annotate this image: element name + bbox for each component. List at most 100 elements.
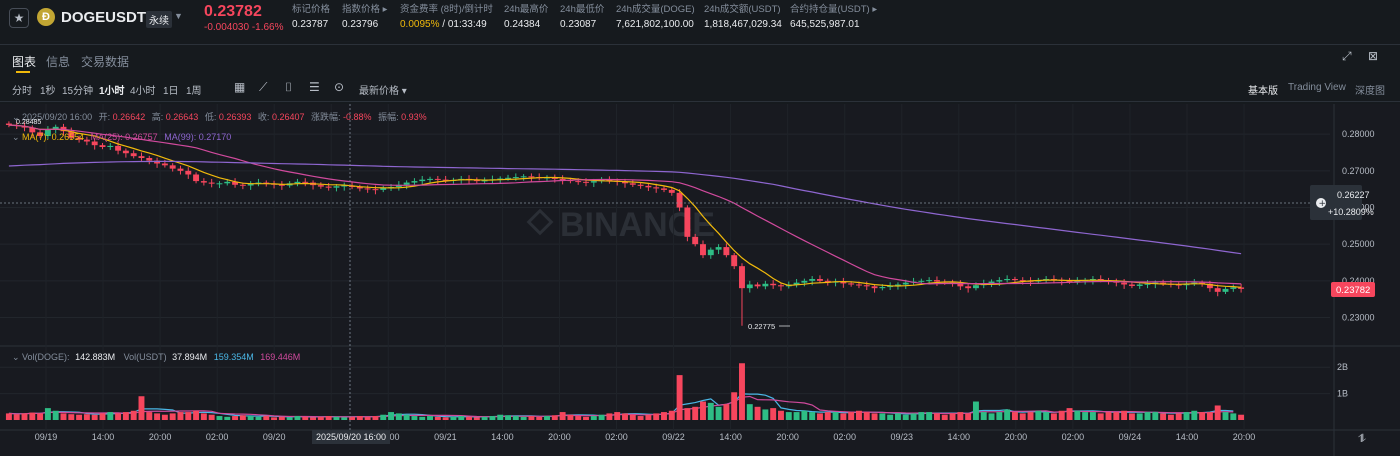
price-type-dropdown[interactable]: 最新价格 ▾ (359, 86, 407, 97)
candle-body (1222, 288, 1229, 292)
volume-bar (762, 409, 769, 420)
open-interest-stat[interactable]: 合约持仓量(USDT) ▸ 645,525,987.01 (790, 4, 877, 32)
candle-body (848, 283, 855, 285)
timeframe-option[interactable]: 1日 (163, 86, 179, 97)
view-tradingview[interactable]: Trading View (1288, 82, 1346, 93)
candlestick-chart-svg[interactable]: BINANCE 0.280000.270000.260000.250000.24… (0, 104, 1400, 456)
candle-body (551, 177, 558, 179)
active-tab-indicator (16, 71, 30, 73)
view-basic[interactable]: 基本版 (1248, 86, 1278, 97)
timeframe-option[interactable]: 4小时 (130, 86, 156, 97)
min-price-label: 0.22775 (748, 322, 775, 331)
volume-bar (996, 412, 1003, 420)
volume-bar (419, 416, 426, 420)
volume-bar (442, 417, 449, 420)
volume-bar (598, 414, 605, 420)
volume-ma10-line (8, 395, 1234, 418)
contract-type-badge: 永续 (146, 11, 172, 28)
stat-value: 645,525,987.01 (790, 19, 860, 30)
ma7-value: 0.26554 (52, 132, 85, 142)
chart-type-icon[interactable]: ⌷ (285, 80, 293, 94)
volume-bar (801, 410, 808, 420)
calendar-icon[interactable]: ▦ (234, 80, 246, 94)
candle-body (996, 280, 1003, 282)
timeframe-option[interactable]: 1秒 (40, 86, 56, 97)
timeframe-option[interactable]: 15分钟 (62, 86, 94, 97)
candle-body (91, 141, 98, 146)
tab-chart[interactable]: 图表 (12, 55, 37, 69)
axis-settings-icon[interactable]: ⥮ (1358, 432, 1366, 445)
legend-collapse-icon[interactable]: ⌄ (12, 112, 22, 122)
candle-body (512, 177, 519, 179)
candle-body (957, 283, 964, 287)
candle-body (216, 183, 223, 185)
crosshair-price: 0.26227 (1337, 190, 1370, 200)
candle-body (200, 181, 207, 183)
volume-bar (692, 406, 699, 420)
candle-body (731, 255, 738, 267)
legend-low: 0.26393 (219, 112, 252, 122)
volume-bar (1121, 410, 1128, 420)
candle-body (239, 184, 246, 186)
volume-bar (614, 412, 621, 420)
candle-body (1066, 280, 1073, 282)
tab-trading-data[interactable]: 交易数据 (81, 55, 130, 69)
volume-bar (520, 416, 527, 420)
index-price-stat[interactable]: 指数价格 ▸ 0.23796 (342, 4, 387, 32)
volume-usdt-stat: 24h成交额(USDT) 1,818,467,029.34 (704, 4, 782, 32)
price-chart[interactable]: BINANCE 0.280000.270000.260000.250000.24… (0, 104, 1400, 456)
symbol-name[interactable]: DOGEUSDT (61, 9, 147, 26)
volume-bar (21, 413, 28, 420)
timeframe-option[interactable]: 1周 (186, 86, 202, 97)
x-tick-label: 20:00 (776, 432, 799, 442)
volume-bar (1152, 412, 1159, 420)
drawing-icon[interactable]: ⊙ (334, 80, 345, 94)
volume-bar (37, 413, 44, 420)
volume-bar (879, 413, 886, 420)
candle-body (700, 244, 706, 256)
candle-body (247, 184, 254, 186)
volume-bar (668, 410, 675, 420)
view-depth[interactable]: 深度图 (1355, 86, 1385, 97)
volume-bar (715, 406, 722, 420)
timeframe-option-active[interactable]: 1小时 (99, 86, 125, 97)
candle-body (863, 285, 870, 287)
volume-bar (216, 416, 223, 420)
add-alert-icon[interactable] (1316, 198, 1326, 208)
volume-bar (676, 375, 683, 420)
candle-body (122, 150, 129, 154)
fullscreen-icon[interactable]: ⤢ (1342, 49, 1352, 63)
stat-value: 0.23796 (342, 19, 379, 30)
candle-body (161, 163, 168, 166)
favorite-star-icon[interactable]: ★ (9, 8, 29, 28)
tab-info[interactable]: 信息 (46, 55, 71, 69)
close-icon[interactable]: ⊠ (1368, 49, 1379, 63)
volume-bar (661, 412, 667, 420)
volume-legend-collapse-icon[interactable]: ⌄ (12, 352, 22, 362)
high-24h-stat: 24h最高价 0.24384 (504, 4, 548, 32)
candle-body (146, 158, 153, 161)
symbol-dropdown-chevron-icon[interactable]: ▼ (174, 11, 183, 21)
volume-bar (583, 416, 589, 420)
stat-value: 7,621,802,100.00 (616, 19, 694, 30)
volume-bar (536, 416, 543, 420)
x-tick-label: 09/21 (434, 432, 457, 442)
legend-amplitude: 0.93% (401, 112, 427, 122)
stat-label: 标记价格 (292, 4, 331, 15)
volume-bar (1113, 412, 1120, 420)
settings-list-icon[interactable]: ☰ (309, 80, 320, 94)
volume-bar (115, 413, 122, 420)
volume-bar (637, 416, 644, 420)
volume-bar (739, 363, 745, 420)
volume-bar (76, 414, 83, 420)
volume-bar (832, 412, 839, 420)
indicator-icon[interactable]: ⟋ (259, 80, 268, 94)
candle-body (1175, 284, 1182, 286)
timeframe-option[interactable]: 分时 (12, 86, 32, 97)
volume-bar (1074, 410, 1081, 420)
ma-legend-collapse-icon[interactable]: ⌄ (12, 132, 22, 142)
candle-body (21, 126, 28, 128)
candle-body (645, 185, 652, 188)
candle-body (778, 285, 784, 287)
candle-body (154, 160, 161, 164)
